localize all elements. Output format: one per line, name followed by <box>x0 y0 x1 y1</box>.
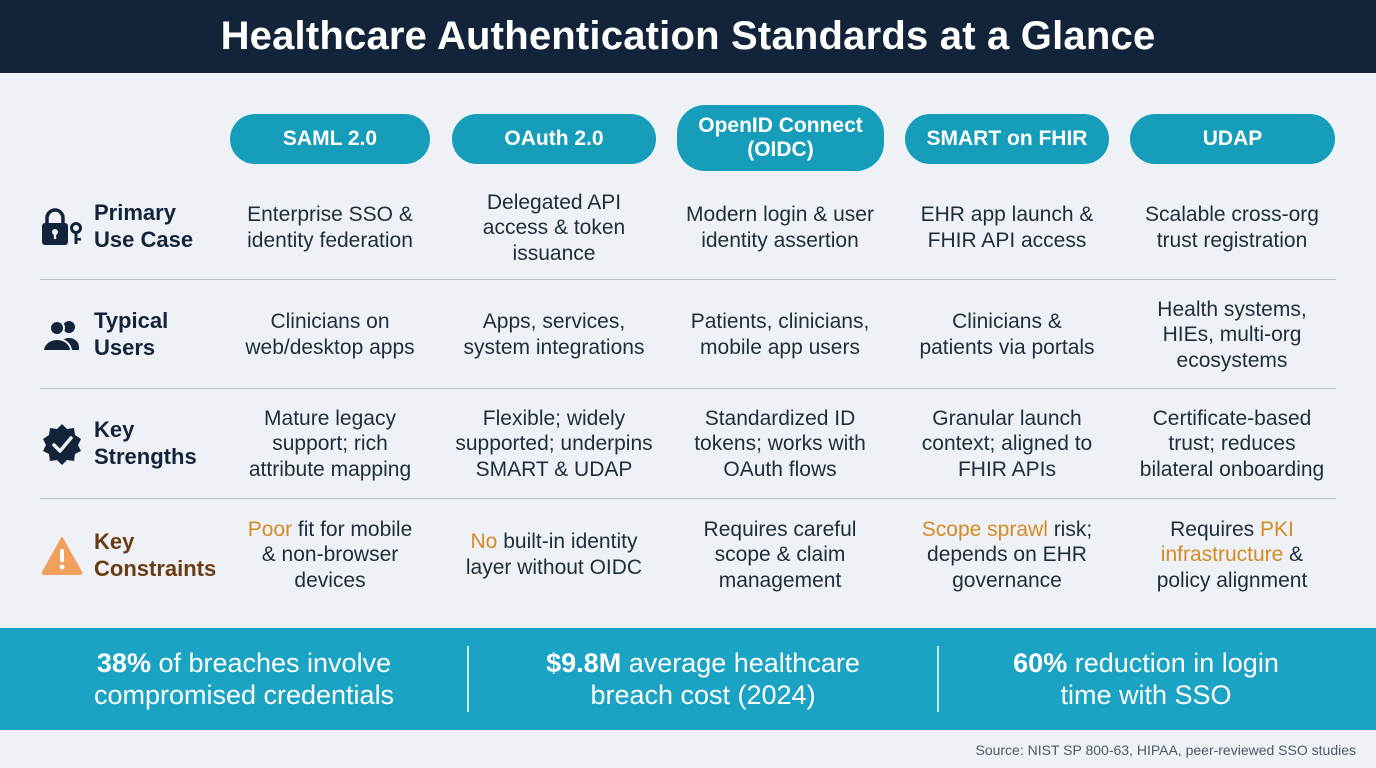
constraint-text: risk; depends on EHR governance <box>927 517 1093 592</box>
users-icon <box>40 313 84 357</box>
cell-oidc-strengths: Standardized ID tokens; works with OAuth… <box>694 406 866 481</box>
constraint-text: Requires careful scope & claim managemen… <box>703 517 857 592</box>
row-divider <box>40 388 1336 389</box>
cell-udap-users: Health systems, HIEs, multi-org ecosyste… <box>1157 297 1307 372</box>
highlight-text: Poor <box>247 517 293 541</box>
row-label-text: Primary Use Case <box>94 200 194 252</box>
cell-oauth-strengths: Flexible; widely supported; underpins SM… <box>455 406 653 481</box>
standard-pill-smart: SMART on FHIR <box>905 114 1109 164</box>
cell-oidc-use-case: Modern login & user identity assertion <box>686 203 874 252</box>
title-banner: Healthcare Authentication Standards at a… <box>0 0 1376 73</box>
stat-value: 60% <box>1013 647 1068 678</box>
stat-text: average healthcare breach cost (2024) <box>590 647 860 710</box>
constraint-text: Requires <box>1170 517 1261 541</box>
cell-oidc-constraints: Requires careful scope & claim managemen… <box>667 509 893 601</box>
lock-key-icon <box>40 205 84 249</box>
cell-oauth-constraints: No built-in identity layer without OIDC <box>441 517 667 593</box>
constraint-text: built-in identity layer without OIDC <box>465 530 643 579</box>
cell-udap-use-case: Scalable cross-org trust registration <box>1145 203 1319 252</box>
row-divider <box>40 279 1336 280</box>
source-note: Source: NIST SP 800-63, HIPAA, peer-revi… <box>975 742 1356 758</box>
cell-udap-strengths: Certificate-based trust; reduces bilater… <box>1139 406 1325 481</box>
standard-pill-udap: UDAP <box>1130 114 1335 164</box>
cell-saml-users: Clinicians on web/desktop apps <box>245 310 415 359</box>
highlight-text: No <box>470 530 498 554</box>
highlight-text: PKI infrastructure <box>1160 517 1294 567</box>
stat-value: $9.8M <box>546 647 622 678</box>
stat-text: of breaches involve compromised credenti… <box>93 647 395 710</box>
cell-oauth-users: Apps, services, system integrations <box>463 310 645 359</box>
stat-divider <box>937 646 939 712</box>
stat-divider <box>467 646 469 712</box>
cell-saml-use-case: Enterprise SSO & identity federation <box>247 203 413 252</box>
standard-pill-oauth: OAuth 2.0 <box>452 114 656 164</box>
standard-pill-saml: SAML 2.0 <box>230 114 430 164</box>
row-label-key-strengths: Key Strengths <box>40 413 197 475</box>
cell-oidc-users: Patients, clinicians, mobile app users <box>690 310 870 359</box>
row-label-key-constraints: Key Constraints <box>40 525 216 587</box>
row-label-text: Key Constraints <box>94 529 217 581</box>
cell-oauth-use-case: Delegated API access & token issuance <box>482 190 626 265</box>
constraint-text: fit for mobile & non-browser devices <box>261 517 413 592</box>
standard-pill-oidc: OpenID Connect (OIDC) <box>677 105 884 171</box>
warning-icon <box>40 534 84 578</box>
stat-breaches: 38% of breaches involve compromised cred… <box>20 628 468 730</box>
highlight-text: Scope sprawl <box>921 517 1048 541</box>
cell-smart-use-case: EHR app launch & FHIR API access <box>920 203 1094 252</box>
constraint-text: & policy alignment <box>1156 543 1308 592</box>
stats-band: 38% of breaches involve compromised cred… <box>0 628 1376 730</box>
cell-smart-users: Clinicians & patients via portals <box>919 310 1095 359</box>
cell-smart-constraints: Scope sprawl risk; depends on EHR govern… <box>894 509 1120 601</box>
cell-udap-constraints: Requires PKI infrastructure & policy ali… <box>1119 509 1345 601</box>
cell-saml-constraints: Poor fit for mobile & non-browser device… <box>217 509 443 601</box>
cell-saml-strengths: Mature legacy support; rich attribute ma… <box>248 406 412 481</box>
stat-login-time: 60% reduction in login time with SSO <box>940 628 1352 730</box>
row-label-text: Key Strengths <box>94 417 197 469</box>
stat-value: 38% <box>96 647 151 678</box>
row-divider <box>40 498 1336 499</box>
stat-text: reduction in login time with SSO <box>1060 647 1279 710</box>
row-label-primary-use-case: Primary Use Case <box>40 196 193 258</box>
badge-check-icon <box>40 422 84 466</box>
page-title: Healthcare Authentication Standards at a… <box>220 14 1156 58</box>
row-label-typical-users: Typical Users <box>40 304 168 366</box>
row-label-text: Typical Users <box>94 308 169 360</box>
cell-smart-strengths: Granular launch context; aligned to FHIR… <box>921 406 1093 481</box>
stat-breach-cost: $9.8M average healthcare breach cost (20… <box>470 628 936 730</box>
